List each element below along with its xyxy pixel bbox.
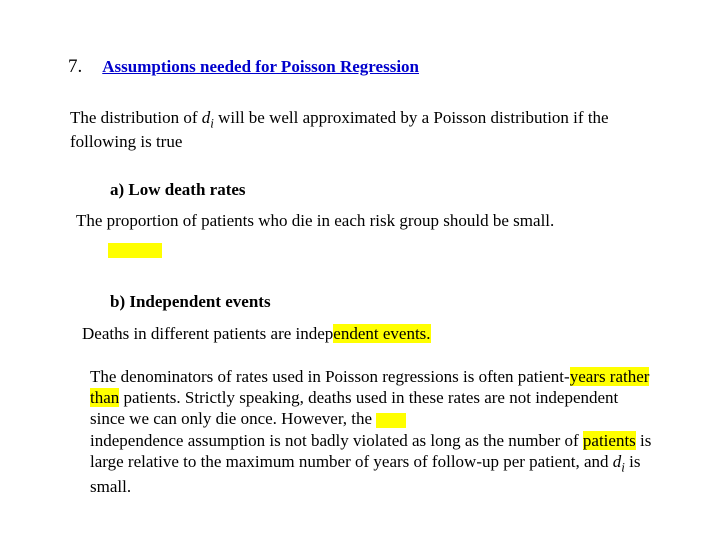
- highlight-bar-inline: [376, 413, 406, 428]
- p2-mid: patients. Strictly speaking, deaths used…: [90, 388, 618, 428]
- item-b-pre: Deaths in different patients are indep: [82, 324, 333, 343]
- p2-var: d: [613, 452, 622, 471]
- intro-text-1: The distribution of: [70, 108, 202, 127]
- item-b-text: Deaths in different patients are indepen…: [68, 323, 652, 344]
- item-a-text: The proportion of patients who die in ea…: [68, 210, 652, 231]
- p2-pre: The denominators of rates used in Poisso…: [90, 367, 570, 386]
- p2-mid2: independence assumption is not badly vio…: [90, 431, 583, 450]
- p2-hl2: patients: [583, 431, 636, 450]
- highlight-bar-a: [108, 243, 162, 258]
- intro-var: d: [202, 108, 211, 127]
- section-header: 7. Assumptions needed for Poisson Regres…: [68, 55, 652, 79]
- section-title: Assumptions needed for Poisson Regressio…: [102, 56, 419, 77]
- section-number: 7.: [68, 55, 82, 79]
- intro-paragraph: The distribution of di will be well appr…: [68, 107, 652, 153]
- subheading-a: a) Low death rates: [68, 179, 652, 200]
- item-b-hl: endent events.: [333, 324, 430, 343]
- subheading-b: b) Independent events: [68, 291, 652, 312]
- item-b-para2: The denominators of rates used in Poisso…: [68, 366, 652, 497]
